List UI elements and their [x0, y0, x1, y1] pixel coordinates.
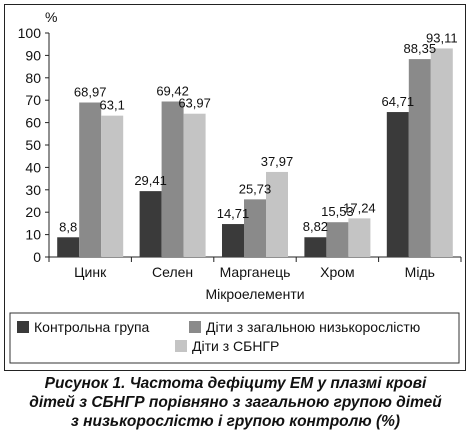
bar — [408, 59, 431, 257]
y-tick-label: 50 — [25, 137, 41, 153]
bar — [348, 218, 371, 257]
data-label: 37,97 — [261, 154, 294, 169]
bar — [57, 237, 80, 257]
data-label: 8,8 — [59, 219, 77, 234]
x-axis-title: Мікроелементи — [205, 286, 304, 302]
chart-frame: 0 10 20 30 40 50 60 70 80 90 100% Цинк Селен Марганец… — [4, 4, 466, 371]
y-tick-label: 60 — [25, 115, 41, 131]
y-tick-label: 80 — [25, 70, 41, 86]
axes: 0 10 20 30 40 50 60 70 80 90 100% Цинк Селен Марганец… — [18, 9, 462, 302]
x-tick-label: Селен — [152, 264, 193, 280]
data-label: 14,71 — [217, 206, 250, 221]
y-unit-label: % — [45, 9, 57, 25]
figure-caption: Рисунок 1. Частота дефіциту ЕМ у плазмі … — [0, 374, 471, 431]
data-label: 88,35 — [404, 41, 437, 56]
legend-swatch — [189, 321, 201, 333]
bar — [244, 199, 266, 257]
bar — [139, 191, 162, 257]
legend: Контрольна група Діти з загальною низькор… — [9, 312, 460, 364]
data-label: 29,41 — [134, 173, 167, 188]
data-label: 63,97 — [178, 96, 211, 111]
legend-label: Контрольна група — [34, 319, 150, 335]
y-tick-label: 40 — [25, 159, 41, 175]
caption-line-1: Рисунок 1. Частота дефіциту ЕМ у плазмі … — [44, 375, 427, 392]
bar — [222, 224, 244, 257]
y-tick-label: 30 — [25, 182, 41, 198]
bar — [326, 222, 349, 257]
data-label: 25,73 — [239, 181, 272, 196]
data-label: 8,82 — [303, 219, 328, 234]
legend-label: Діти з загальною низькорослістю — [206, 319, 420, 335]
caption-line-3: з низькорослістю і групою контролю (%) — [70, 413, 401, 430]
bar — [183, 113, 206, 257]
y-tick-label: 20 — [25, 204, 41, 220]
y-tick-label: 0 — [33, 249, 41, 265]
y-tick-label: 100 — [18, 25, 42, 41]
data-label: 64,71 — [382, 94, 415, 109]
data-label: 68,97 — [74, 85, 107, 100]
bar — [304, 237, 327, 257]
bar — [79, 102, 102, 257]
bar-chart: 0 10 20 30 40 50 60 70 80 90 100% Цинк Селен Марганец… — [9, 9, 462, 364]
bar — [386, 112, 409, 258]
legend-swatch — [17, 321, 29, 333]
data-label: 93,11 — [426, 30, 458, 45]
legend-swatch — [175, 340, 187, 352]
y-tick-label: 70 — [25, 92, 41, 108]
data-label: 69,42 — [156, 83, 189, 98]
x-tick-label: Хром — [320, 264, 355, 280]
y-tick-label: 90 — [25, 47, 41, 63]
y-tick-label: 10 — [25, 227, 41, 243]
legend-box — [9, 312, 460, 364]
data-label: 17,24 — [343, 200, 376, 215]
caption-line-2: дітей з СБНГР порівняно з загальною груп… — [29, 394, 442, 411]
data-label: 15,53 — [321, 204, 354, 219]
bar — [101, 115, 124, 257]
x-tick-label: Марганець — [220, 264, 291, 280]
data-label: 63,1 — [100, 98, 125, 113]
bar — [430, 48, 453, 258]
bar — [266, 171, 288, 257]
legend-label: Діти з СБНГР — [192, 338, 279, 354]
bars — [57, 48, 453, 258]
x-tick-label: Мідь — [405, 264, 435, 280]
bar — [161, 101, 184, 257]
x-tick-label: Цинк — [74, 264, 107, 280]
